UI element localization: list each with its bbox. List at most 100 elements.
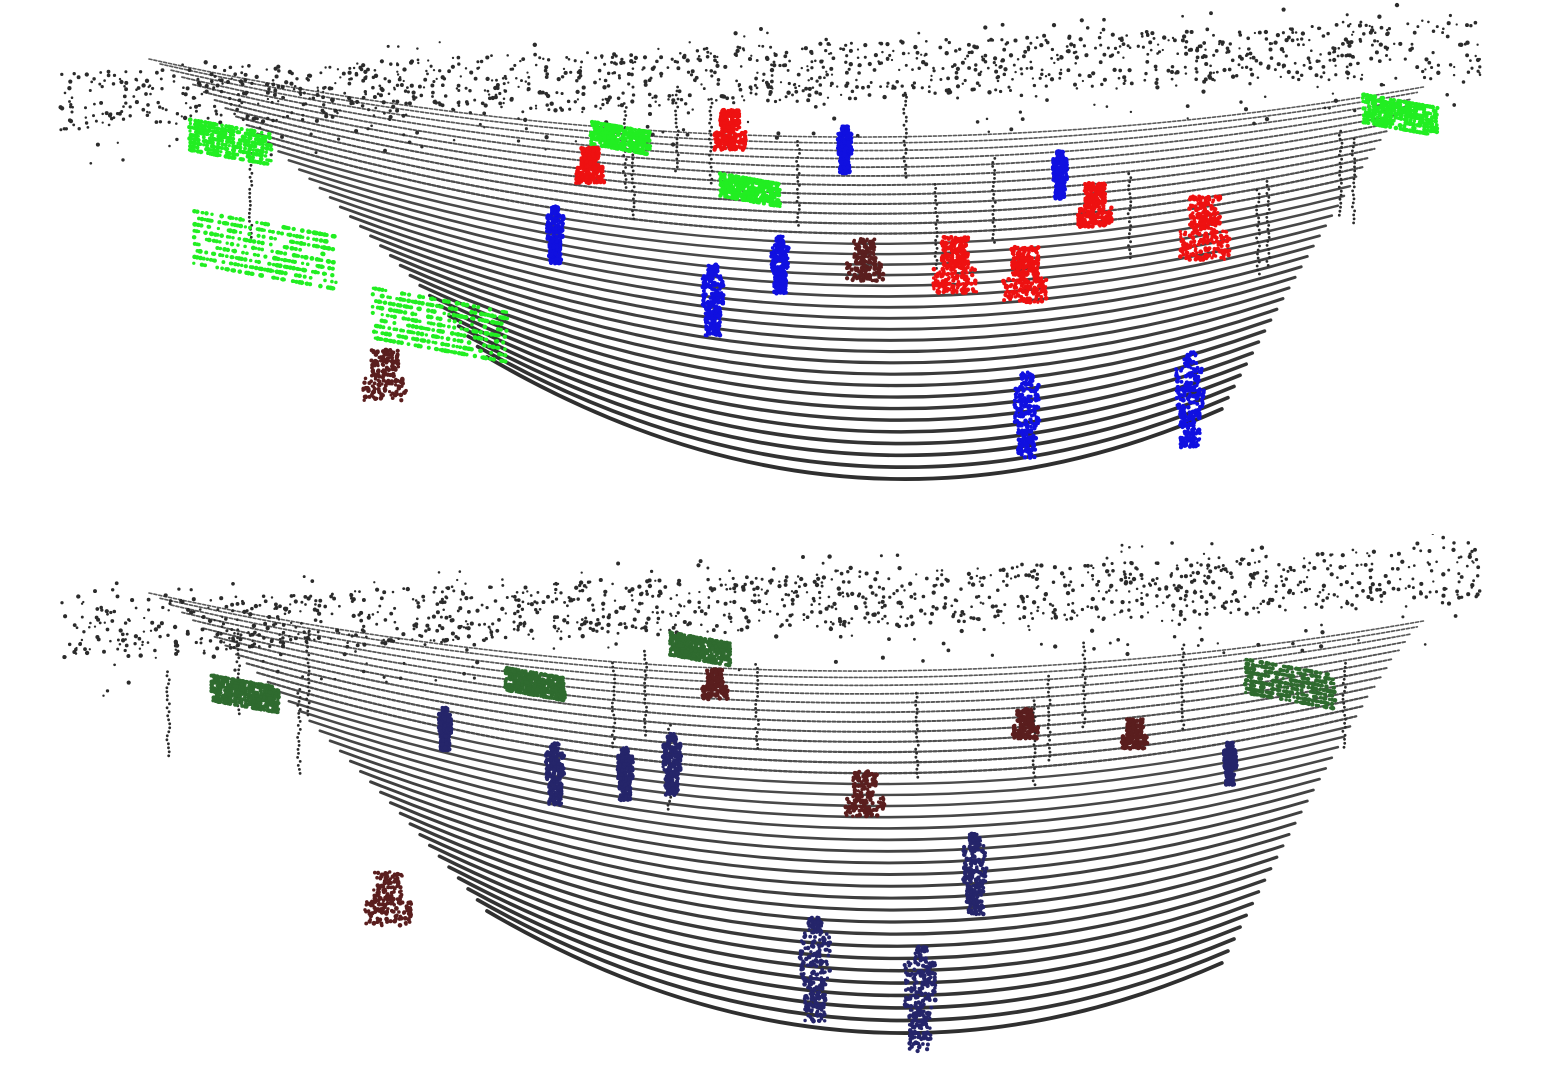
clutter-point <box>93 625 97 628</box>
clutter-point <box>830 605 834 609</box>
clutter-point <box>750 599 754 603</box>
clutter-point <box>766 31 769 35</box>
clutter-point <box>1032 743 1036 747</box>
clutter-point <box>715 60 719 64</box>
clutter-point <box>754 703 758 706</box>
clutter-point <box>622 154 626 157</box>
clutter-point <box>676 105 680 109</box>
clutter-point <box>1252 121 1256 126</box>
clutter-point <box>242 609 247 615</box>
clutter-point <box>563 71 567 75</box>
clutter-point <box>1222 67 1227 73</box>
clutter-point <box>228 96 232 101</box>
clutter-point <box>1120 600 1125 605</box>
clutter-point <box>916 763 920 767</box>
scan-ring <box>466 334 1236 458</box>
clutter-point <box>643 721 647 725</box>
clutter-point <box>1266 200 1270 203</box>
clutter-point <box>904 99 908 103</box>
clutter-point <box>902 155 906 159</box>
clutter-point <box>790 590 794 593</box>
clutter-point <box>1198 626 1202 630</box>
clutter-point <box>631 213 635 217</box>
clutter-point <box>1082 697 1086 701</box>
clutter-point <box>189 588 193 592</box>
clutter-point <box>1339 165 1343 169</box>
clutter-point <box>516 139 521 143</box>
clutter-point <box>754 711 758 714</box>
clutter-point <box>1322 71 1326 75</box>
clutter-point <box>698 559 703 564</box>
clutter-point <box>128 619 131 623</box>
clutter-point <box>267 614 272 620</box>
clutter-point <box>992 209 996 212</box>
clutter-point <box>298 720 302 723</box>
clutter-point <box>1316 594 1320 598</box>
clutter-point <box>861 595 865 599</box>
clutter-point <box>1473 20 1478 25</box>
clutter-point <box>892 592 896 596</box>
clutter-point <box>850 89 855 94</box>
clutter-point <box>1373 31 1377 34</box>
clutter-point <box>556 77 561 82</box>
clutter-point <box>1002 47 1007 52</box>
clutter-point <box>1097 590 1100 593</box>
clutter-point <box>1189 29 1194 35</box>
clutter-point <box>440 83 445 88</box>
clutter-point <box>610 55 615 60</box>
clutter-point <box>632 217 636 221</box>
clutter-point <box>916 759 919 763</box>
clutter-point <box>396 70 399 73</box>
clutter-point <box>1363 562 1368 567</box>
clutter-point <box>1329 553 1333 557</box>
clutter-point <box>643 701 647 705</box>
clutter-point <box>113 663 116 667</box>
clutter-point <box>768 579 772 583</box>
clutter-point <box>1013 38 1018 43</box>
scan-ring <box>485 355 1224 481</box>
clutter-point <box>1145 33 1150 38</box>
clutter-point <box>959 628 964 634</box>
clutter-point <box>416 47 419 50</box>
clutter-point <box>98 621 102 625</box>
clutter-point <box>818 610 823 615</box>
clutter-point <box>991 213 995 216</box>
clutter-point <box>378 604 382 608</box>
clutter-point <box>360 104 365 108</box>
clutter-point <box>159 77 163 81</box>
clutter-point <box>1259 545 1265 550</box>
clutter-point <box>629 59 634 64</box>
clutter-point <box>814 582 820 588</box>
clutter-point <box>244 90 249 95</box>
clutter-point <box>1338 169 1342 173</box>
clutter-point <box>915 751 918 755</box>
scan-ring <box>170 604 1413 687</box>
clutter-point <box>93 102 96 106</box>
clutter-point <box>76 594 81 599</box>
clutter-point <box>156 624 161 629</box>
clutter-point <box>1127 236 1131 240</box>
clutter-point <box>845 81 850 86</box>
clutter-point <box>586 51 589 55</box>
top-panel <box>58 2 1482 481</box>
clutter-point <box>623 174 627 177</box>
clutter-point <box>633 55 639 61</box>
clutter-point <box>124 643 129 648</box>
clutter-point <box>167 718 171 722</box>
clutter-point <box>944 577 948 582</box>
clutter-point <box>764 80 769 85</box>
clutter-point <box>296 704 300 707</box>
clutter-point <box>599 107 602 110</box>
clutter-point <box>906 617 910 620</box>
clutter-point <box>1129 252 1132 256</box>
clutter-point <box>1128 46 1132 49</box>
clutter-point <box>934 187 938 190</box>
clutter-point <box>354 72 359 77</box>
clutter-point <box>168 726 172 730</box>
clutter-point <box>1135 587 1139 591</box>
clutter-point <box>58 105 63 110</box>
clutter-point <box>395 83 400 88</box>
clutter-point <box>676 97 680 101</box>
clutter-point <box>1047 718 1051 722</box>
clutter-point <box>877 601 881 605</box>
